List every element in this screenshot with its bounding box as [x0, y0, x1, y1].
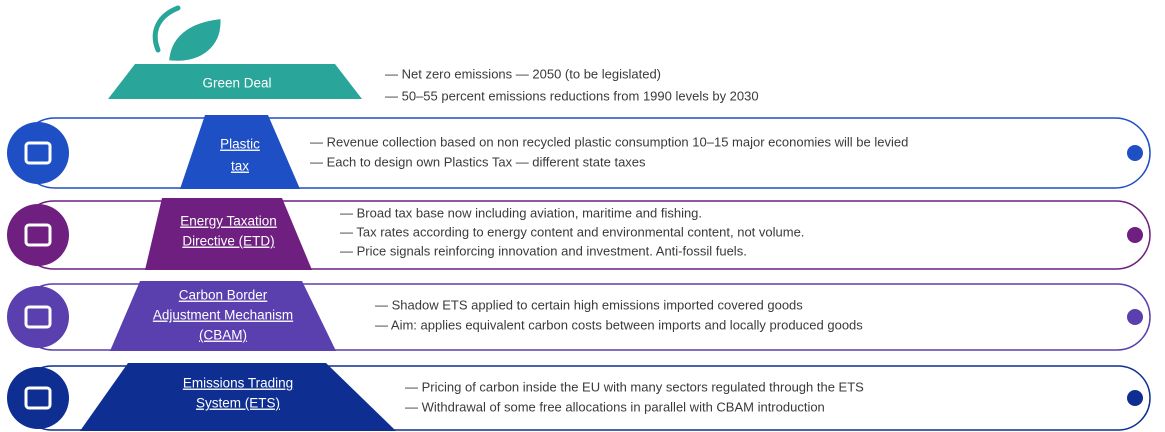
level-dot — [1127, 227, 1143, 243]
level-label: System (ETS) — [196, 396, 280, 411]
point: — Shadow ETS applied to certain high emi… — [375, 297, 803, 312]
point: — Each to design own Plastics Tax — diff… — [310, 154, 646, 169]
level-icon — [7, 204, 69, 266]
green-deal-label: Green Deal — [202, 76, 271, 91]
level-label: Adjustment Mechanism — [153, 308, 293, 323]
level-dot — [1127, 309, 1143, 325]
level-shape — [80, 363, 396, 431]
level-shape — [145, 198, 312, 270]
level-icon — [7, 286, 69, 348]
level-label: Directive (ETD) — [182, 234, 274, 249]
point: — Broad tax base now including aviation,… — [340, 205, 702, 220]
level-label: Energy Taxation — [180, 214, 277, 229]
level-icon-glyph — [24, 223, 52, 247]
green-deal-shape — [108, 64, 362, 99]
level-icon — [7, 367, 69, 429]
point: — Net zero emissions — 2050 (to be legis… — [385, 66, 661, 81]
level-icon-glyph — [24, 141, 52, 165]
level-icon-glyph — [24, 386, 52, 410]
level-shape — [180, 115, 300, 189]
level-icon-glyph — [24, 305, 52, 329]
level-dot — [1127, 145, 1143, 161]
level-label: Plastic — [220, 137, 260, 152]
point: — Tax rates according to energy content … — [340, 224, 804, 239]
point: — Pricing of carbon inside the EU with m… — [405, 379, 864, 394]
level-icon — [7, 122, 69, 184]
leaf-icon — [152, 5, 221, 61]
level-label: Emissions Trading — [183, 376, 293, 391]
point: — Aim: applies equivalent carbon costs b… — [375, 317, 863, 332]
level-dot — [1127, 390, 1143, 406]
point: — Withdrawal of some free allocations in… — [405, 399, 825, 414]
level-shape — [110, 281, 336, 351]
point: — Revenue collection based on non recycl… — [310, 134, 908, 149]
point: — Price signals reinforcing innovation a… — [340, 243, 747, 258]
level-label: Carbon Border — [179, 288, 268, 303]
point: — 50–55 percent emissions reductions fro… — [385, 88, 759, 103]
level-label: tax — [231, 159, 249, 174]
level-label: (CBAM) — [199, 328, 247, 343]
